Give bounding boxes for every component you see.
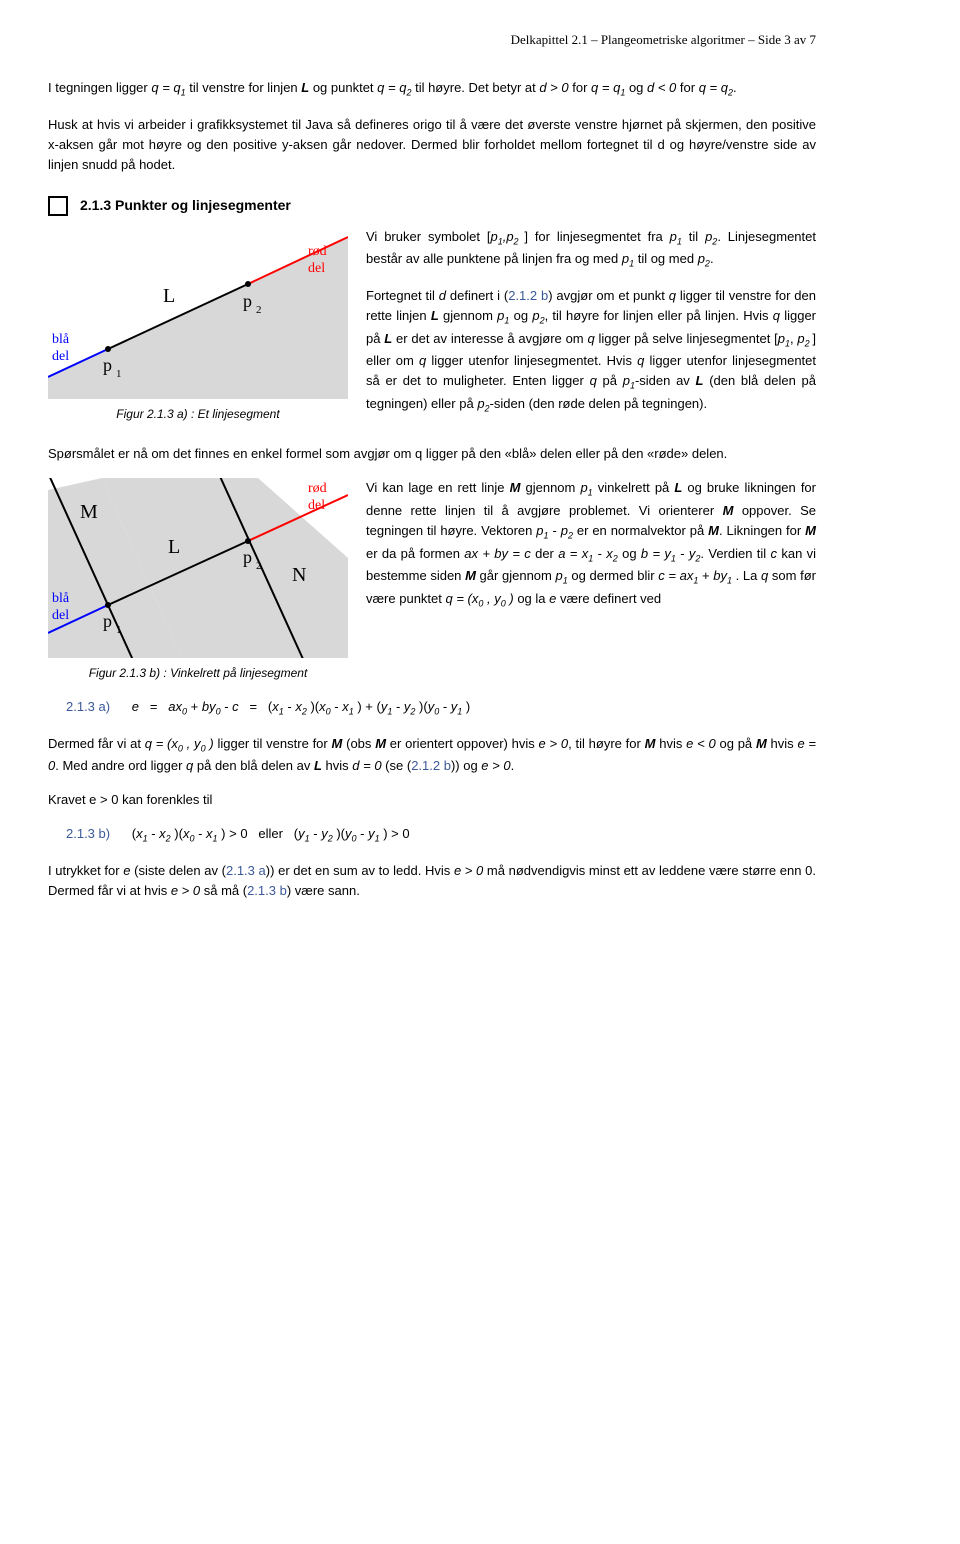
text-block-1: Vi bruker symbolet [p1,p2 ] for linjeseg… bbox=[366, 227, 816, 272]
page-header: Delkapittel 2.1 – Plangeometriske algori… bbox=[48, 30, 816, 50]
svg-text:del: del bbox=[308, 498, 325, 513]
svg-text:L: L bbox=[163, 285, 175, 307]
svg-text:blå: blå bbox=[52, 332, 70, 347]
text-block-3: Vi kan lage en rett linje M gjennom p1 v… bbox=[366, 478, 816, 611]
figure-2: rød del blå del M L N p 1 p 2 Figur 2.1.… bbox=[48, 478, 348, 683]
paragraph-5: Kravet e > 0 kan forenkles til bbox=[48, 790, 816, 810]
svg-text:2: 2 bbox=[256, 560, 262, 572]
figure-1-caption: Figur 2.1.3 a) : Et linjesegment bbox=[48, 405, 348, 424]
paragraph-2: Husk at hvis vi arbeider i grafikksystem… bbox=[48, 115, 816, 175]
svg-text:N: N bbox=[292, 564, 306, 586]
svg-text:p: p bbox=[243, 291, 252, 311]
svg-text:1: 1 bbox=[116, 624, 122, 636]
svg-text:p: p bbox=[243, 547, 252, 567]
svg-text:L: L bbox=[168, 536, 180, 558]
svg-text:del: del bbox=[52, 349, 69, 364]
paragraph-3: Spørsmålet er nå om det finnes en enkel … bbox=[48, 444, 816, 464]
paragraph-4: Dermed får vi at q = (x0 , y0 ) ligger t… bbox=[48, 734, 816, 777]
svg-text:del: del bbox=[308, 261, 325, 276]
svg-text:rød: rød bbox=[308, 244, 327, 259]
svg-text:p: p bbox=[103, 611, 112, 631]
figure-1: rød del blå del L p 1 p 2 Figur 2.1.3 a)… bbox=[48, 227, 348, 430]
svg-text:rød: rød bbox=[308, 481, 327, 496]
svg-text:1: 1 bbox=[116, 368, 122, 380]
text-block-2: Fortegnet til d definert i (2.1.2 b) avg… bbox=[366, 286, 816, 416]
svg-text:p: p bbox=[103, 355, 112, 375]
section-box-icon bbox=[48, 196, 68, 216]
section-title: 2.1.3 Punkter og linjesegmenter bbox=[80, 195, 291, 217]
paragraph-1: I tegningen ligger q = q1 til venstre fo… bbox=[48, 78, 816, 101]
section-heading: 2.1.3 Punkter og linjesegmenter bbox=[48, 195, 816, 217]
svg-text:M: M bbox=[80, 501, 98, 523]
formula-1: 2.1.3 a) e = ax0 + by0 - c = (x1 - x2 )(… bbox=[66, 697, 816, 720]
svg-text:blå: blå bbox=[52, 591, 70, 606]
formula-2: 2.1.3 b) (x1 - x2 )(x0 - x1 ) > 0 eller … bbox=[66, 824, 816, 847]
svg-text:2: 2 bbox=[256, 304, 262, 316]
figure-2-caption: Figur 2.1.3 b) : Vinkelrett på linjesegm… bbox=[48, 664, 348, 683]
paragraph-6: I utrykket for e (siste delen av (2.1.3 … bbox=[48, 861, 816, 901]
svg-text:del: del bbox=[52, 608, 69, 623]
